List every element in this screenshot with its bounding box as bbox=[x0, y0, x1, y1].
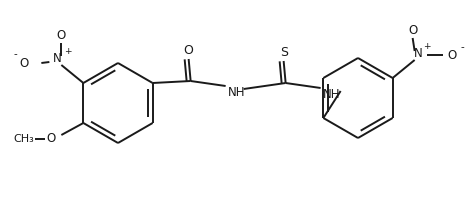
Text: S: S bbox=[280, 46, 288, 58]
Text: CH₃: CH₃ bbox=[13, 134, 34, 144]
Text: N: N bbox=[414, 47, 423, 60]
Text: N: N bbox=[53, 51, 62, 65]
Text: O: O bbox=[47, 132, 56, 146]
Text: O: O bbox=[184, 44, 193, 56]
Text: NH: NH bbox=[323, 88, 340, 101]
Text: +: + bbox=[64, 47, 71, 55]
Text: +: + bbox=[423, 42, 430, 50]
Text: NH: NH bbox=[228, 86, 246, 98]
Text: O: O bbox=[408, 24, 417, 36]
Text: O: O bbox=[447, 49, 456, 62]
Text: O: O bbox=[20, 56, 29, 69]
Text: -: - bbox=[461, 42, 465, 52]
Text: O: O bbox=[57, 29, 66, 42]
Text: -: - bbox=[13, 49, 17, 59]
